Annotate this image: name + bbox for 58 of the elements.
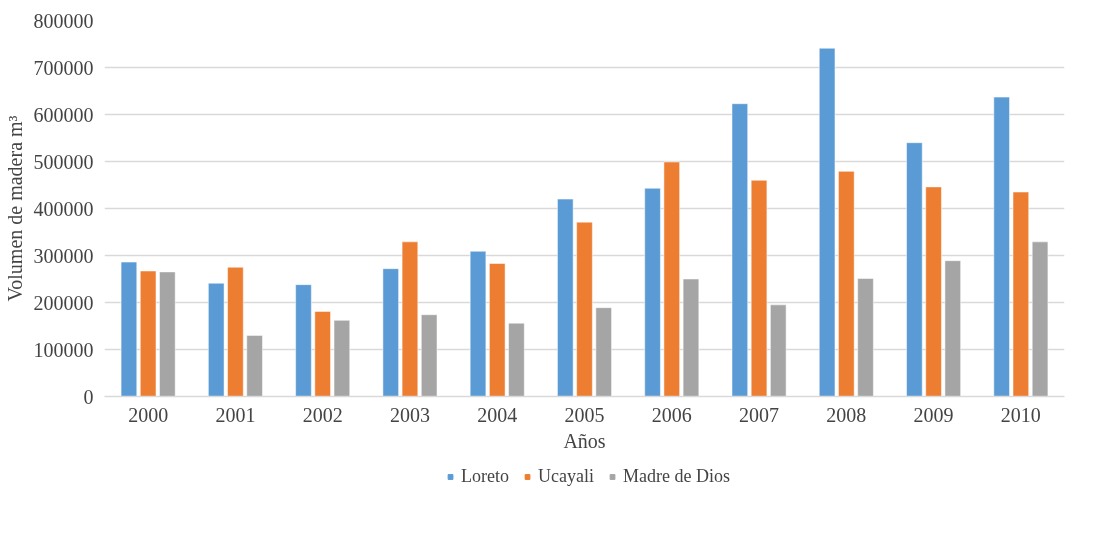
x-tick-label: 2000 xyxy=(128,403,169,426)
x-tick-label: 2007 xyxy=(739,403,780,426)
bar xyxy=(120,261,138,397)
bar xyxy=(421,314,438,397)
y-tick-label: 600000 xyxy=(33,103,94,126)
bar xyxy=(770,304,787,397)
bar xyxy=(227,267,244,397)
bar xyxy=(1031,241,1049,397)
y-tick-label: 700000 xyxy=(33,56,94,79)
bar xyxy=(838,171,855,397)
x-tick-label: 2006 xyxy=(651,403,692,426)
bar xyxy=(489,263,506,397)
bar xyxy=(819,47,836,397)
x-tick-label: 2001 xyxy=(215,403,256,426)
x-tick-label: 2008 xyxy=(826,403,867,426)
bar xyxy=(857,278,874,397)
x-axis-title: Años xyxy=(563,429,606,452)
bar xyxy=(944,260,961,397)
bar xyxy=(208,282,225,397)
bar xyxy=(576,221,593,397)
bar xyxy=(731,103,748,397)
bar xyxy=(925,186,942,397)
x-tick-label: 2010 xyxy=(1000,403,1041,426)
bar xyxy=(682,278,700,397)
bar xyxy=(333,320,350,397)
bar xyxy=(382,268,399,397)
x-tick-label: 2009 xyxy=(913,403,954,426)
legend-label: Ucayali xyxy=(538,465,594,487)
bar xyxy=(1012,191,1029,397)
bar xyxy=(557,198,574,397)
x-tick-label: 2005 xyxy=(564,403,605,426)
y-tick-label: 100000 xyxy=(33,338,94,361)
bar xyxy=(750,180,768,397)
bar xyxy=(508,322,525,397)
bar xyxy=(295,284,312,397)
y-tick-label: 200000 xyxy=(33,291,94,314)
bar xyxy=(644,188,661,397)
legend-label: Loreto xyxy=(461,465,510,487)
bar xyxy=(159,271,176,397)
bar xyxy=(993,96,1010,397)
bar xyxy=(595,307,612,397)
legend-label: Madre de Dios xyxy=(622,465,730,487)
y-tick-label: 0 xyxy=(83,385,94,408)
bar xyxy=(906,142,923,397)
bar xyxy=(663,161,680,397)
x-tick-label: 2003 xyxy=(389,403,430,426)
y-tick-label: 400000 xyxy=(33,197,94,220)
bar xyxy=(314,311,331,397)
y-tick-label: 300000 xyxy=(33,244,94,267)
bar xyxy=(246,335,263,397)
x-tick-label: 2004 xyxy=(477,403,518,426)
bar xyxy=(140,270,157,397)
y-axis-title: Volumen de madera m³ xyxy=(3,115,26,302)
y-tick-label: 800000 xyxy=(33,9,94,32)
bar xyxy=(401,241,419,397)
bar xyxy=(469,251,487,397)
y-tick-label: 500000 xyxy=(33,150,94,173)
x-tick-label: 2002 xyxy=(302,403,343,426)
